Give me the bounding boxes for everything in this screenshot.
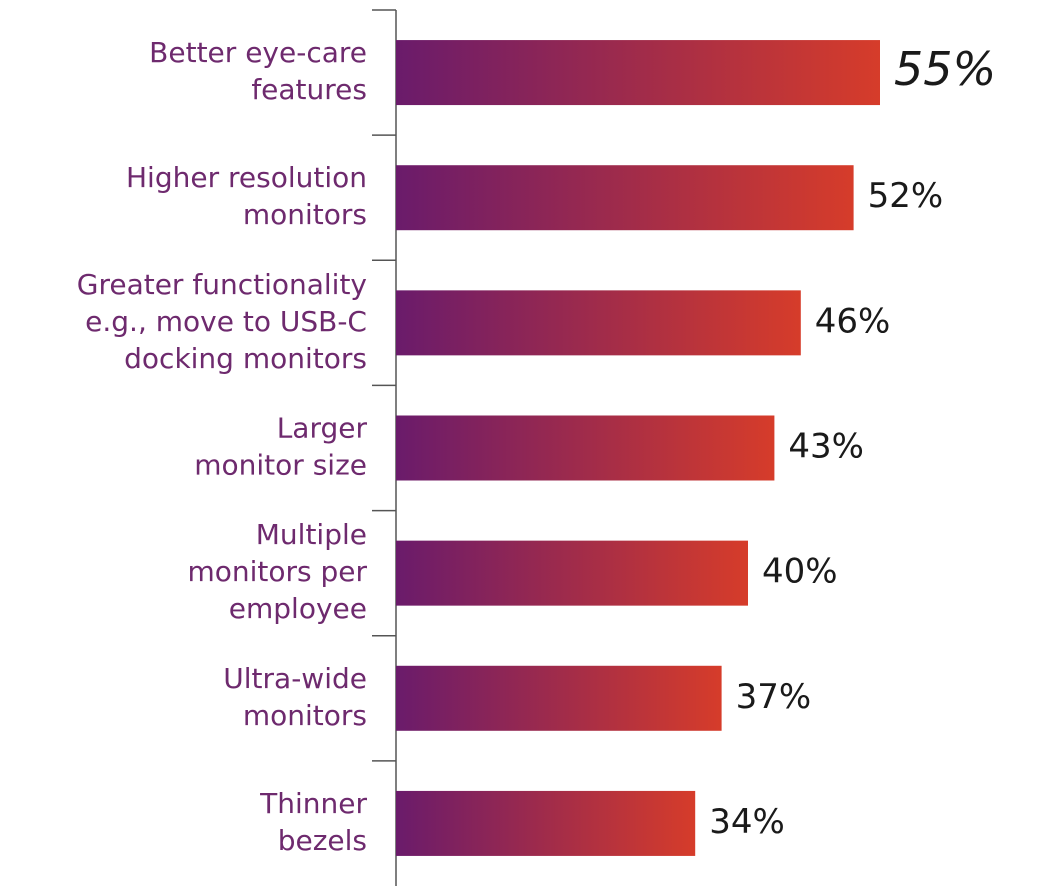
category-label: Greater functionality e.g., move to USB-C… xyxy=(77,268,367,375)
bar xyxy=(396,165,854,231)
category-line: Multiple xyxy=(256,518,367,551)
bar xyxy=(396,540,748,606)
category-line: Thinner xyxy=(259,787,367,820)
bar xyxy=(396,665,722,731)
category-line: features xyxy=(251,73,367,106)
category-line: Ultra-wide xyxy=(223,662,367,695)
bar xyxy=(396,290,801,356)
category-line: bezels xyxy=(278,824,367,857)
category-label: Multiple monitors per employee xyxy=(187,518,367,625)
category-label: Better eye-care features xyxy=(149,36,367,106)
value-label: 55% xyxy=(894,42,996,96)
category-line: Higher resolution xyxy=(126,161,367,194)
value-label: 43% xyxy=(788,427,864,467)
category-line: monitors xyxy=(243,699,367,732)
category-label: Ultra-wide monitors xyxy=(223,662,367,732)
value-label: 37% xyxy=(736,677,812,717)
category-line: monitor size xyxy=(194,449,367,482)
category-label: Larger monitor size xyxy=(194,412,367,482)
category-line: docking monitors xyxy=(124,342,367,375)
bar xyxy=(396,40,880,106)
category-line: Larger xyxy=(277,412,368,445)
value-label: 46% xyxy=(815,301,891,341)
value-label: 40% xyxy=(762,552,838,592)
category-line: e.g., move to USB-C xyxy=(85,305,367,338)
category-line: employee xyxy=(229,592,367,625)
bar xyxy=(396,415,775,481)
category-line: Better eye-care xyxy=(149,36,367,69)
value-label: 52% xyxy=(868,176,944,216)
category-label: Thinner bezels xyxy=(259,787,367,857)
category-line: monitors xyxy=(243,198,367,231)
category-label: Higher resolution monitors xyxy=(126,161,367,231)
category-line: monitors per xyxy=(187,555,367,588)
category-line: Greater functionality xyxy=(77,268,367,301)
value-label: 34% xyxy=(709,802,785,842)
bar xyxy=(396,790,696,856)
